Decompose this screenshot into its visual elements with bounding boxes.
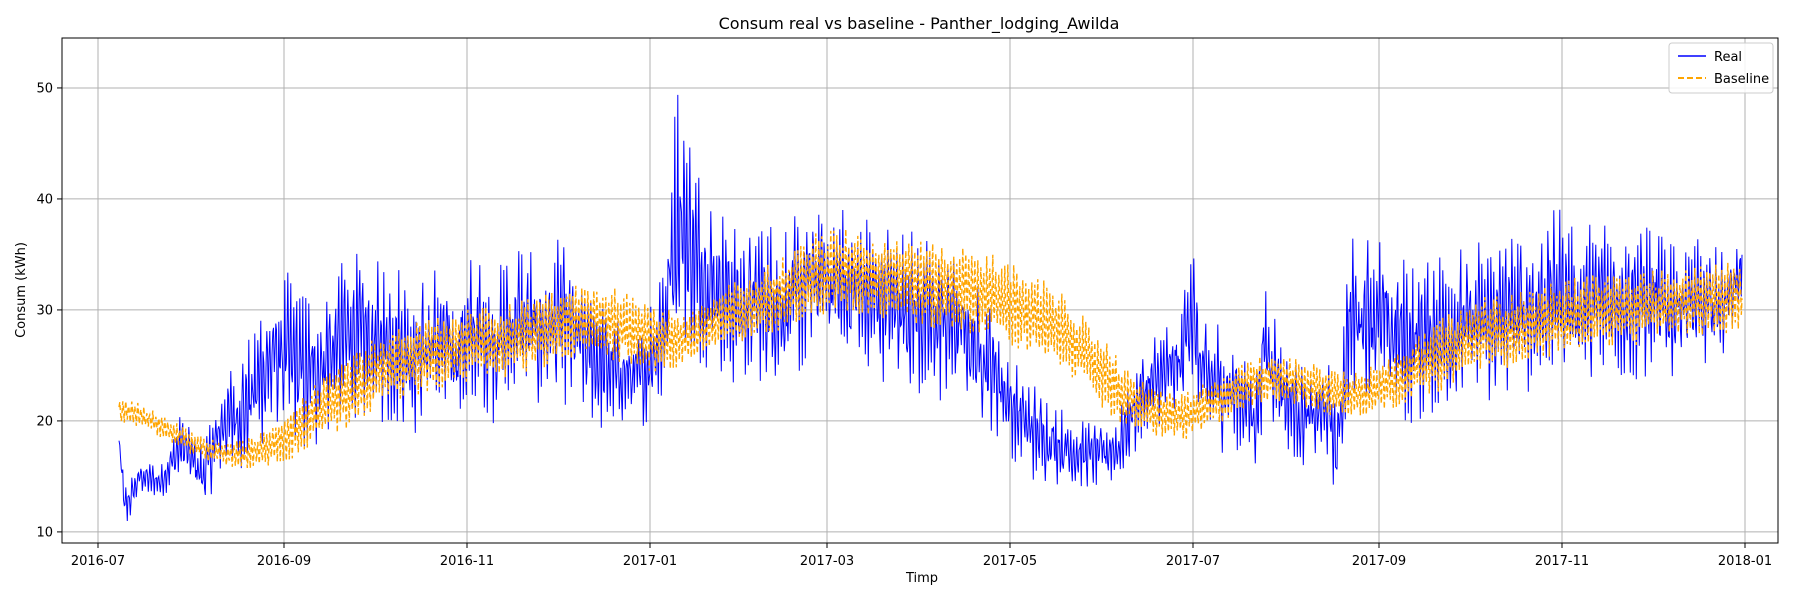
legend-label-real: Real <box>1714 50 1742 65</box>
y-tick-label: 40 <box>36 192 53 207</box>
series-layer <box>118 94 1743 522</box>
x-tick-label: 2016-11 <box>440 554 494 569</box>
y-tick-label: 30 <box>36 303 53 318</box>
y-tick-label: 10 <box>36 525 53 540</box>
y-axis-label: Consum (kWh) <box>14 242 29 338</box>
y-tick-label: 20 <box>36 414 53 429</box>
x-axis: 2016-07 2016-09 2016-11 2017-01 2017-03 2017-… <box>71 543 1772 569</box>
series-line-baseline <box>118 229 1743 469</box>
x-tick-label: 2017-01 <box>623 554 677 569</box>
x-tick-label: 2016-09 <box>257 554 311 569</box>
x-axis-label: Timp <box>905 571 938 586</box>
plot-area-frame <box>61 37 1779 544</box>
x-tick-label: 2017-09 <box>1352 554 1406 569</box>
legend: Real Baseline <box>1668 42 1774 94</box>
x-tick-label: 2017-05 <box>983 554 1037 569</box>
x-tick-label: 2018-01 <box>1718 554 1772 569</box>
chart-title: Consum real vs baseline - Panther_lodgin… <box>719 14 1120 34</box>
x-tick-label: 2017-03 <box>800 554 854 569</box>
x-tick-label: 2017-11 <box>1535 554 1589 569</box>
legend-label-baseline: Baseline <box>1714 72 1769 87</box>
y-axis: 10 20 30 40 50 <box>36 81 62 540</box>
x-tick-label: 2017-07 <box>1166 554 1220 569</box>
x-tick-label: 2016-07 <box>71 554 125 569</box>
y-tick-label: 50 <box>36 81 53 96</box>
